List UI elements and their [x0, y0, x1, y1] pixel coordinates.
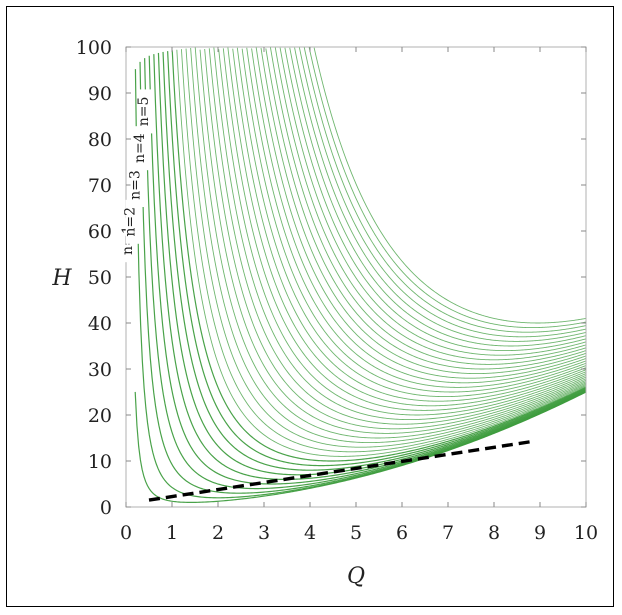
curve-line	[284, 47, 586, 352]
curve-line	[227, 47, 586, 407]
curve-label: n=5	[136, 97, 152, 127]
curve-line	[176, 49, 586, 457]
curve-line	[274, 47, 586, 361]
dashed-series-line	[148, 439, 532, 502]
curve-line	[148, 55, 586, 485]
curve-label: n=3	[128, 170, 144, 200]
curve-line	[180, 49, 586, 453]
curve-label-background	[130, 163, 145, 207]
curve-line	[222, 48, 586, 411]
y-tick-label: 0	[100, 497, 112, 519]
curve-line	[194, 47, 586, 439]
curve-line	[279, 47, 586, 356]
curve-line	[246, 47, 586, 388]
curve-line	[208, 48, 586, 425]
curve-family	[134, 47, 586, 503]
y-tick-label: 90	[88, 83, 112, 105]
curve-line	[265, 48, 586, 370]
y-tick-label: 60	[88, 221, 112, 243]
x-tick-label: 5	[350, 522, 362, 544]
x-tick-label: 2	[212, 522, 224, 544]
curve-label-background	[138, 89, 153, 134]
y-axis-label: H	[51, 266, 72, 291]
x-tick-label: 8	[488, 522, 500, 544]
curve-label-background	[125, 199, 140, 244]
y-tick-label: 10	[88, 451, 112, 473]
curve-line	[204, 48, 586, 430]
y-tick-label: 70	[88, 175, 112, 197]
curve-line	[153, 54, 586, 480]
curve-line	[308, 47, 586, 329]
curve-label-background	[134, 126, 149, 171]
x-tick-label: 9	[534, 522, 546, 544]
x-tick-label: 0	[120, 522, 132, 544]
curve-line	[255, 47, 586, 379]
plot-area	[126, 47, 586, 507]
y-tick-label: 20	[88, 405, 112, 427]
x-tick-label: 10	[574, 522, 598, 544]
y-tick-label: 80	[88, 129, 112, 151]
x-tick-label: 4	[304, 522, 316, 544]
curve-line	[251, 48, 586, 384]
curve-line	[294, 47, 586, 342]
x-axis-label: Q	[347, 564, 365, 589]
curve-line	[289, 47, 586, 347]
curve-line	[171, 50, 586, 462]
curve-line	[236, 47, 586, 398]
curve-line	[269, 47, 586, 365]
curve-line	[298, 47, 586, 338]
y-tick-label: 50	[88, 267, 112, 289]
curve-line	[199, 49, 586, 434]
curve-line	[303, 47, 586, 333]
curve-labels: n=1n=2n=3n=4n=5	[120, 89, 153, 263]
x-tick-label: 1	[166, 522, 178, 544]
curve-label: n=2	[123, 207, 139, 237]
y-tick-label: 30	[88, 359, 112, 381]
y-tick-label: 100	[76, 37, 112, 59]
x-tick-label: 7	[442, 522, 454, 544]
curve-line	[167, 51, 586, 467]
curve-line	[232, 48, 586, 402]
curve-line	[190, 47, 586, 444]
x-tick-label: 6	[396, 522, 408, 544]
curve-line	[218, 49, 586, 416]
curve-line	[162, 51, 586, 471]
curve-label: n=4	[132, 133, 148, 163]
curve-line	[260, 47, 586, 375]
y-tick-label: 40	[88, 313, 112, 335]
curve-line	[241, 48, 586, 393]
x-tick-label: 3	[258, 522, 270, 544]
series-group	[148, 439, 532, 502]
curve-line	[185, 48, 586, 448]
curve-line	[213, 47, 586, 421]
curve-line	[313, 47, 586, 324]
